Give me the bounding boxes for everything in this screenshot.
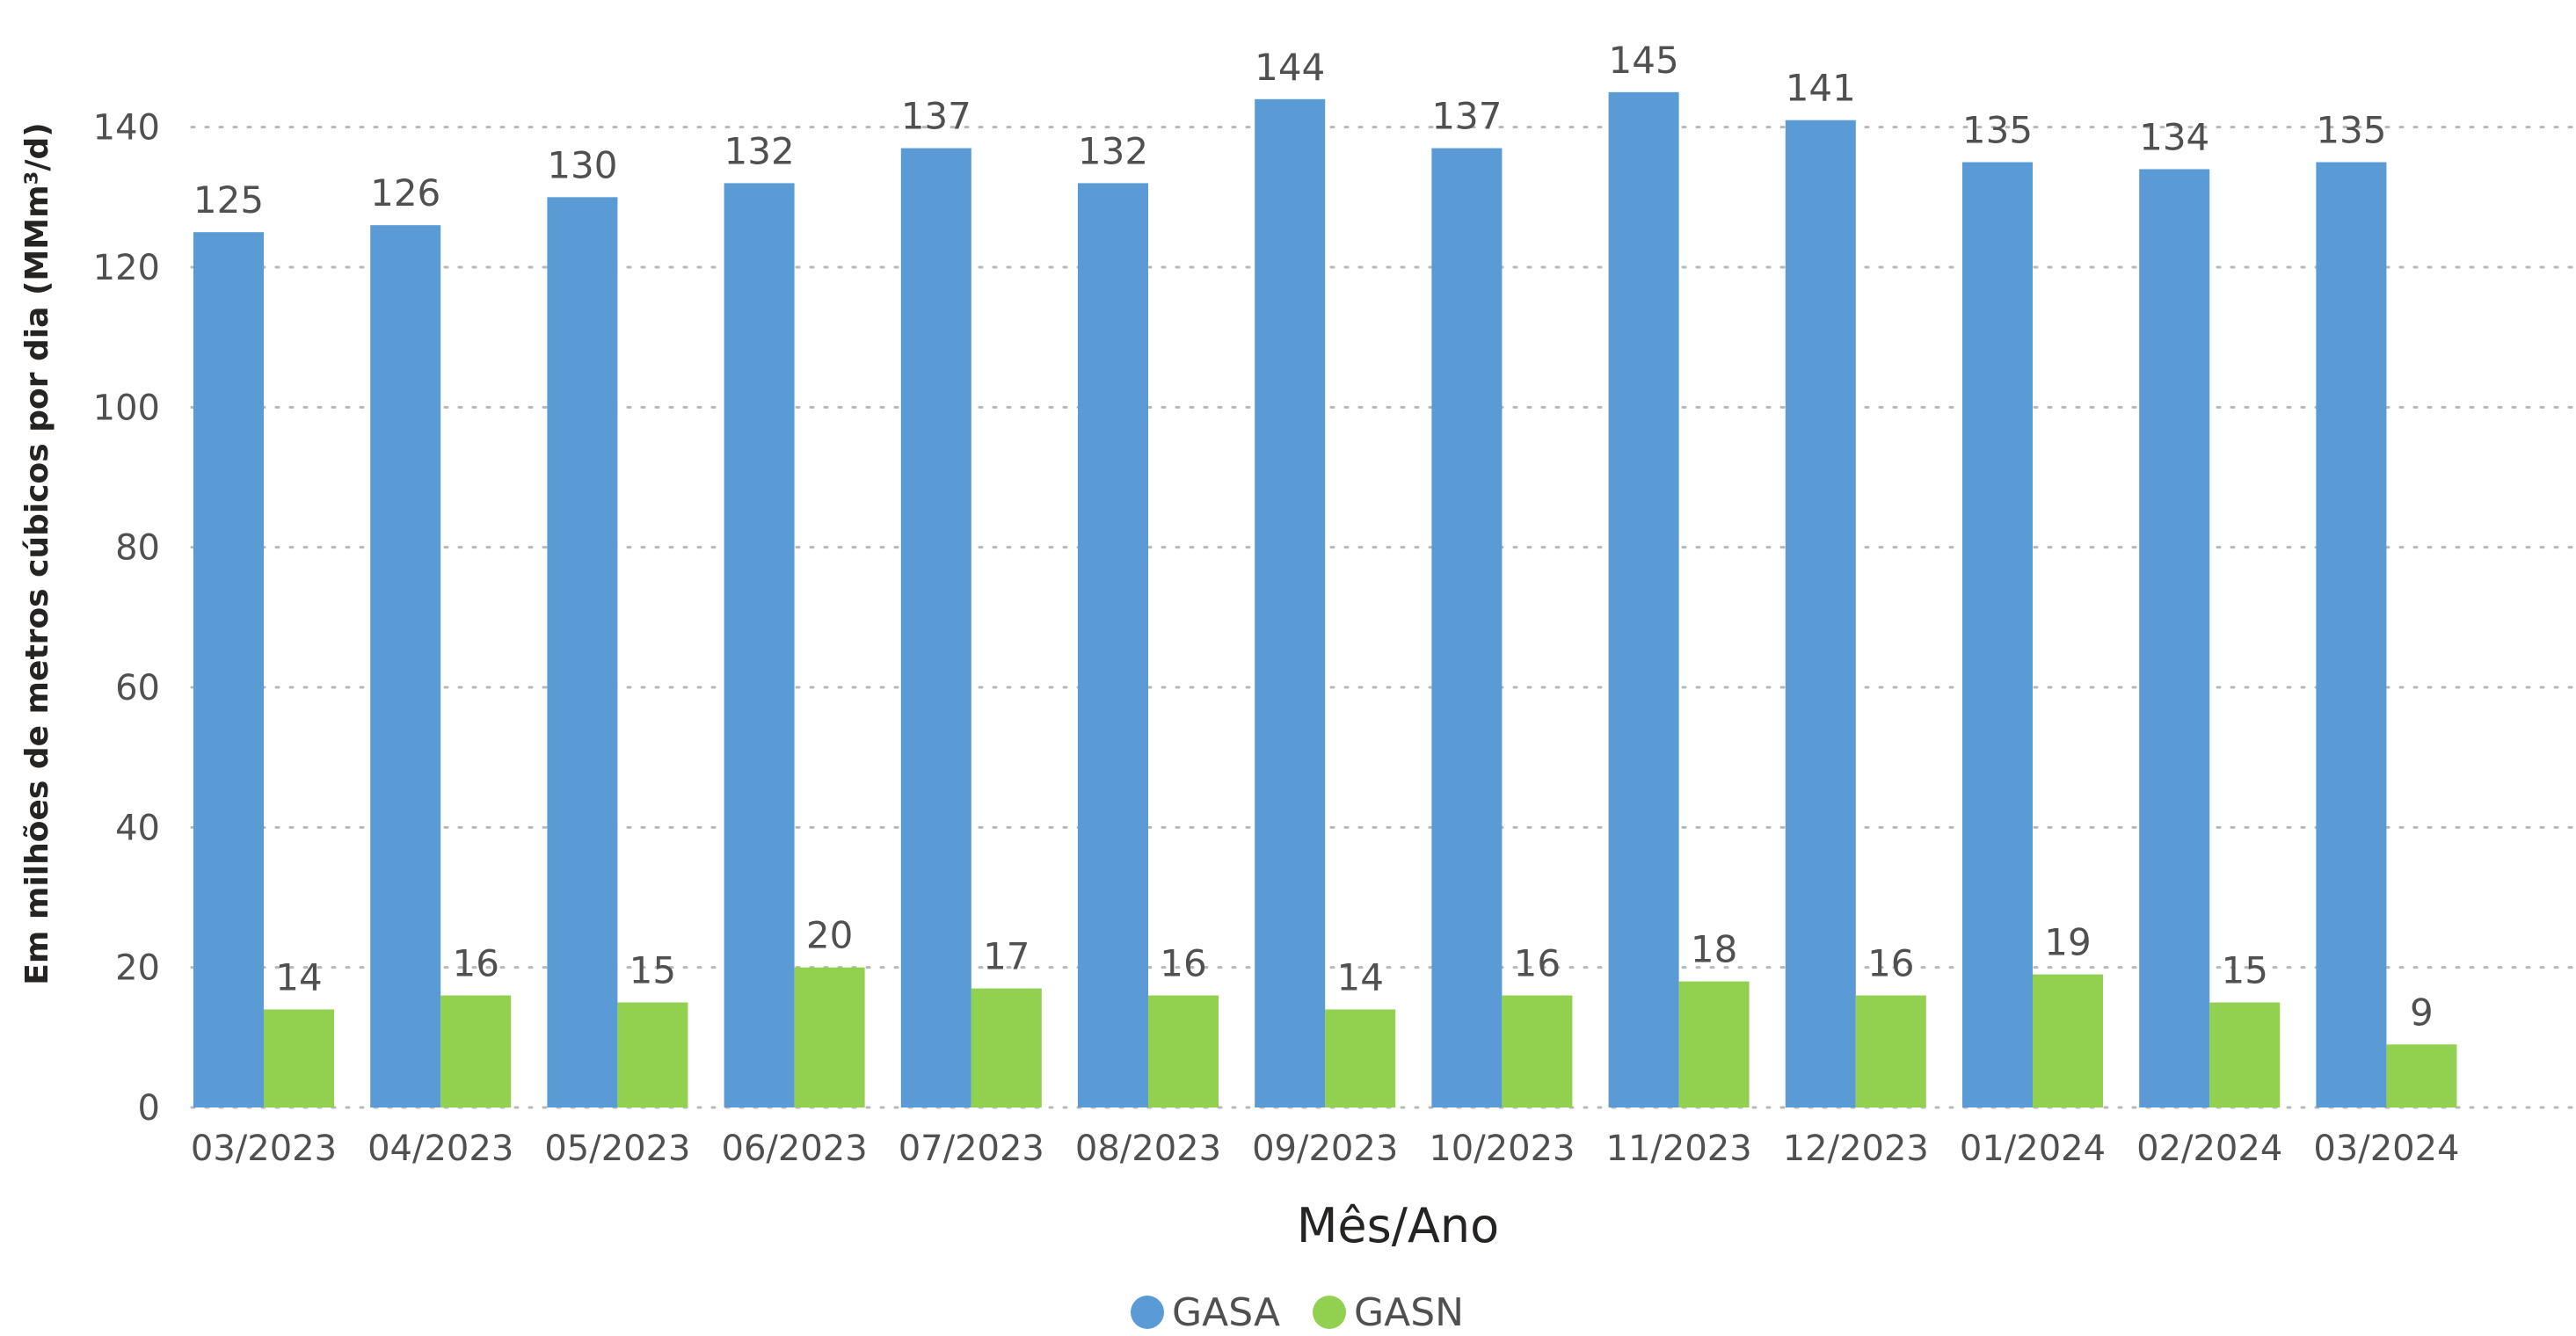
data-label-gasa: 144 [1255, 46, 1325, 89]
bar-gasn-09-2023 [1325, 1009, 1396, 1107]
bar-gasa-12-2023 [1785, 120, 1856, 1108]
data-label-gasa: 134 [2139, 115, 2209, 158]
bar-gasn-07-2023 [971, 988, 1042, 1107]
y-tick-label: 0 [138, 1088, 160, 1129]
bar-gasa-06-2023 [724, 183, 795, 1107]
legend-label-gasn: GASN [1354, 1290, 1464, 1332]
bar-gasa-01-2024 [1962, 162, 2033, 1107]
bars [193, 91, 2457, 1108]
bar-gasn-04-2023 [440, 995, 512, 1107]
y-tick-label: 140 [93, 108, 160, 149]
x-tick-label: 12/2023 [1783, 1129, 1929, 1169]
data-label-gasa: 132 [1078, 129, 1148, 172]
bar-gasn-01-2024 [2033, 974, 2103, 1107]
legend-label-gasa: GASA [1172, 1290, 1280, 1332]
x-tick-label: 01/2024 [1960, 1129, 2106, 1169]
x-tick-label: 02/2024 [2136, 1129, 2282, 1169]
x-axis-ticks: 03/2023 04/2023 05/2023 06/2023 07/2023 08/20… [191, 1129, 2460, 1169]
bar-gasn-08-2023 [1148, 995, 1219, 1107]
x-tick-label: 09/2023 [1252, 1129, 1398, 1169]
data-label-gasn: 15 [2221, 949, 2267, 992]
data-label-gasn: 19 [2044, 921, 2091, 964]
data-label-gasn: 20 [806, 914, 853, 957]
y-tick-label: 40 [115, 808, 160, 848]
data-label-gasa: 126 [370, 171, 440, 214]
data-label-gasn: 14 [1336, 955, 1383, 998]
bar-gasa-08-2023 [1078, 183, 1148, 1107]
bar-gasn-05-2023 [617, 1002, 688, 1107]
data-label-gasn: 15 [629, 949, 676, 992]
data-label-gasa: 125 [193, 178, 264, 221]
x-tick-label: 08/2023 [1075, 1129, 1221, 1169]
bar-gasn-10-2023 [1502, 995, 1573, 1107]
data-label-gasa: 137 [1431, 95, 1502, 138]
bar-gasn-02-2024 [2209, 1002, 2281, 1107]
bar-gasa-02-2024 [2139, 169, 2210, 1107]
data-label-gasa: 132 [724, 129, 795, 172]
data-label-gasa: 135 [1962, 109, 2033, 152]
data-label-gasa: 145 [1609, 39, 1679, 82]
bar-gasa-04-2023 [370, 225, 441, 1107]
bar-gasa-03-2024 [2316, 162, 2387, 1107]
data-label-gasa: 130 [547, 143, 617, 186]
x-tick-label: 05/2023 [544, 1129, 690, 1169]
x-axis-title: Mês/Ano [1297, 1198, 1499, 1253]
bar-gasa-05-2023 [547, 197, 618, 1107]
y-tick-label: 80 [115, 528, 160, 569]
x-tick-label: 03/2024 [2313, 1129, 2459, 1169]
data-label-gasn: 18 [1691, 928, 1737, 971]
bar-gasa-09-2023 [1255, 98, 1326, 1107]
data-label-gasn: 16 [1867, 942, 1914, 985]
data-label-gasa: 137 [901, 95, 971, 138]
y-axis-ticks: 0 20 40 60 80 100 120 140 [93, 108, 160, 1129]
y-tick-label: 100 [93, 388, 160, 428]
data-label-gasn: 14 [275, 955, 322, 998]
bar-gasn-12-2023 [1855, 995, 1926, 1107]
data-labels: 125 14 126 16 130 15 132 20 137 17 132 16 144 14 137 16… [193, 39, 2434, 1034]
legend-marker-gasn [1313, 1296, 1346, 1329]
x-tick-label: 11/2023 [1606, 1129, 1752, 1169]
legend[interactable]: GASA GASN [1131, 1290, 1464, 1335]
bar-gasn-11-2023 [1678, 981, 1750, 1107]
y-tick-label: 20 [115, 948, 160, 989]
x-tick-label: 04/2023 [367, 1129, 513, 1169]
bar-gasn-03-2024 [2386, 1044, 2457, 1107]
bar-gasa-10-2023 [1431, 148, 1503, 1108]
legend-marker-gasa [1131, 1296, 1164, 1329]
x-tick-label: 07/2023 [899, 1129, 1044, 1169]
data-label-gasn: 16 [452, 942, 498, 985]
data-label-gasa: 135 [2316, 109, 2386, 152]
y-axis-title: Em milhões de metros cúbicos por dia (MM… [19, 122, 55, 984]
bar-gasa-07-2023 [900, 148, 971, 1108]
y-tick-label: 60 [115, 668, 160, 708]
data-label-gasn: 16 [1160, 942, 1206, 985]
bar-gasa-03-2023 [193, 232, 264, 1108]
data-label-gasn: 17 [983, 935, 1030, 978]
bar-gasa-11-2023 [1608, 91, 1679, 1107]
data-label-gasn: 16 [1514, 942, 1561, 985]
x-tick-label: 06/2023 [722, 1129, 868, 1169]
x-tick-label: 10/2023 [1429, 1129, 1575, 1169]
bar-gasn-06-2023 [794, 967, 865, 1107]
data-label-gasn: 9 [2410, 991, 2434, 1034]
bar-gasn-03-2023 [264, 1009, 334, 1107]
y-tick-label: 120 [93, 248, 160, 288]
x-tick-label: 03/2023 [191, 1129, 337, 1169]
data-label-gasa: 141 [1786, 67, 1856, 110]
